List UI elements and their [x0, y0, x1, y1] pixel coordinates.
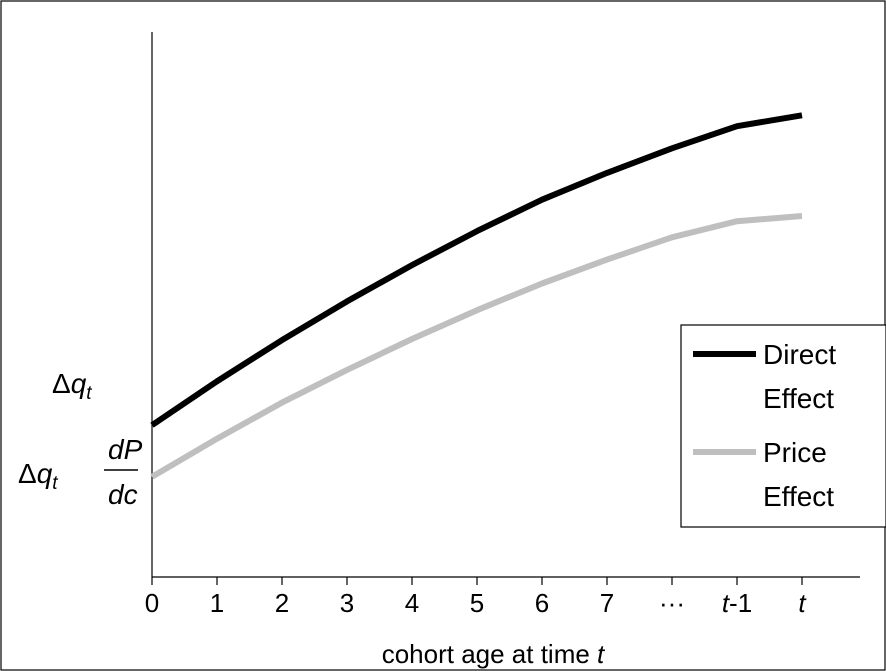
x-axis-title: cohort age at time t	[382, 639, 606, 669]
legend: Direct Effect Price Effect	[680, 324, 886, 528]
x-ticks	[151, 577, 803, 585]
legend-label-direct-line2: Effect	[763, 383, 834, 414]
series-group	[150, 112, 803, 480]
x-tick-label: 6	[535, 588, 549, 618]
y-label-delta-q-text: Δqt	[52, 368, 92, 404]
x-tick-label: t	[798, 588, 807, 618]
x-tick-label: 4	[405, 588, 419, 618]
legend-label-direct-line1: Direct	[763, 339, 836, 370]
legend-label-price-line1: Price	[763, 437, 827, 468]
y-label-delta-q-dp-dc: Δqt dP dc	[18, 434, 143, 510]
x-tick-label: 5	[470, 588, 484, 618]
y-label-dp: dP	[108, 434, 143, 465]
x-tick-label: ···	[659, 588, 685, 618]
y-label-delta-q: Δqt	[52, 368, 92, 404]
x-tick-label: t-1	[722, 588, 752, 618]
x-tick-label: 2	[275, 588, 289, 618]
x-tick-labels: 0 1 2 3 4 5 6 7 ··· t-1 t	[145, 588, 808, 618]
x-tick-label: 3	[340, 588, 354, 618]
x-tick-label: 7	[600, 588, 614, 618]
series-line-direct-effect	[150, 112, 803, 428]
legend-label-price-line2: Effect	[763, 481, 834, 512]
legend-box	[680, 324, 886, 528]
series-line-price-effect	[150, 213, 803, 480]
y-label-dpdc-prefix: Δqt	[18, 458, 58, 494]
x-tick-label: 0	[145, 588, 159, 618]
x-tick-label: 1	[210, 588, 224, 618]
y-label-dc: dc	[108, 479, 138, 510]
